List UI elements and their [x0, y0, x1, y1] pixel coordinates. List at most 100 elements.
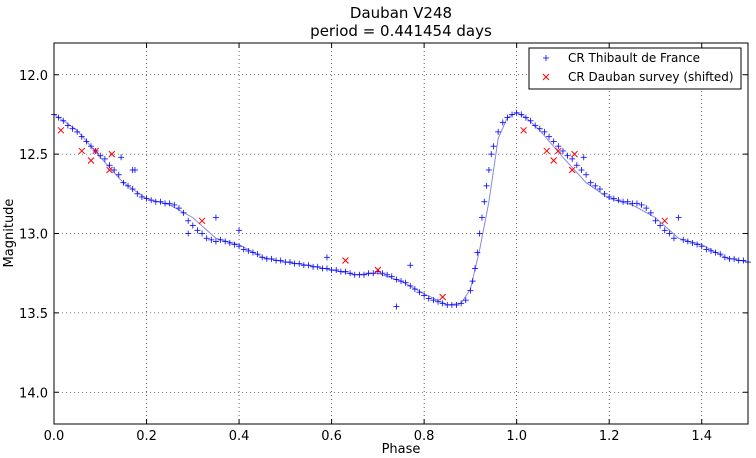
legend: CR Thibault de France CR Dauban survey (… [528, 47, 742, 90]
data-point-thibault [615, 197, 622, 204]
data-point-thibault [407, 282, 414, 289]
data-point-thibault [469, 278, 476, 285]
data-point-thibault [740, 257, 747, 264]
data-point-thibault [305, 262, 312, 269]
data-point-thibault [478, 214, 485, 221]
data-point-thibault [610, 195, 617, 202]
data-point-thibault [573, 162, 580, 169]
data-point-thibault [268, 255, 275, 262]
y-axis-label: Magnitude [2, 199, 17, 268]
legend-box [528, 47, 742, 90]
data-point-thibault [712, 249, 719, 256]
data-point-thibault [559, 147, 566, 154]
data-point-thibault [323, 254, 330, 261]
x-tick-label: 0.0 [44, 429, 65, 444]
data-point-thibault [240, 246, 247, 253]
data-point-thibault [518, 111, 525, 118]
data-point-thibault [203, 235, 210, 242]
data-point-thibault [111, 167, 118, 173]
data-point-thibault [333, 267, 340, 274]
data-point-thibault [509, 111, 516, 118]
data-point-thibault [721, 254, 728, 261]
data-point-thibault [125, 182, 132, 189]
data-point-thibault [388, 273, 395, 280]
data-point-thibault [342, 268, 349, 275]
data-point-thibault [670, 235, 677, 242]
data-point-thibault [555, 143, 562, 150]
points-layer [51, 109, 751, 310]
data-point-thibault [680, 236, 687, 243]
data-point-thibault [624, 198, 631, 205]
data-point-thibault [323, 265, 330, 272]
legend-marker-x [542, 73, 550, 81]
y-tick-label: 13.5 [19, 307, 48, 322]
legend-plus-mark [543, 55, 549, 61]
data-point-thibault [157, 198, 164, 205]
y-tick-label: 12.5 [19, 148, 48, 163]
data-point-thibault [411, 286, 418, 293]
data-point-thibault [129, 186, 136, 193]
data-point-thibault [384, 271, 391, 278]
data-point-thibault [490, 143, 497, 150]
data-point-thibault [643, 205, 650, 212]
data-point-thibault [421, 292, 428, 299]
data-point-thibault [583, 171, 590, 178]
data-point-thibault [106, 162, 113, 169]
fit-curve [53, 112, 749, 306]
data-point-thibault [55, 114, 62, 121]
data-point-thibault [703, 246, 710, 253]
legend-label-dauban: CR Dauban survey (shifted) [568, 70, 734, 84]
data-point-thibault [495, 128, 502, 135]
data-point-thibault [393, 276, 400, 283]
data-point-thibault [536, 125, 543, 132]
data-point-thibault [472, 265, 479, 272]
data-point-thibault [115, 171, 122, 178]
data-point-dauban [520, 126, 527, 134]
data-point-thibault [458, 300, 465, 307]
axis-ticks: 0.0 0.2 0.4 0.6 0.8 1.0 1.2 1.4 12.0 12.5 13.0 13.5… [19, 43, 748, 444]
data-point-thibault [578, 167, 585, 173]
data-point-thibault [707, 247, 714, 254]
data-point-thibault [189, 222, 196, 229]
y-tick-label: 12.0 [19, 69, 48, 84]
data-point-dauban [92, 147, 99, 155]
data-point-thibault [606, 193, 613, 200]
data-point-thibault [175, 205, 182, 212]
data-point-thibault [69, 125, 76, 132]
data-point-thibault [60, 117, 67, 124]
data-point-thibault [166, 200, 173, 207]
data-point-thibault [550, 138, 557, 145]
data-point-thibault [717, 251, 724, 258]
data-point-thibault [180, 209, 187, 216]
x-tick-label: 1.2 [599, 429, 620, 444]
x-tick-label: 1.4 [691, 429, 712, 444]
data-point-thibault [596, 186, 603, 193]
data-point-thibault [453, 301, 460, 308]
data-point-thibault [249, 249, 256, 256]
data-point-thibault [435, 298, 442, 305]
x-tick-label: 0.8 [414, 429, 435, 444]
data-point-thibault [134, 190, 141, 197]
data-point-thibault [601, 190, 608, 197]
data-point-thibault [245, 247, 252, 254]
data-point-thibault [78, 133, 85, 140]
data-point-thibault [185, 217, 192, 224]
fit-curve-layer [53, 112, 749, 306]
data-point-thibault [474, 249, 481, 256]
data-point-thibault [314, 263, 321, 270]
data-point-thibault [657, 222, 664, 229]
data-point-dauban [568, 166, 576, 174]
data-point-thibault [532, 122, 539, 129]
data-point-thibault [527, 117, 534, 124]
data-point-thibault [633, 200, 640, 207]
x-tick-label: 1.0 [506, 429, 527, 444]
data-point-thibault [675, 214, 682, 221]
legend-label-thibault: CR Thibault de France [568, 51, 700, 65]
data-point-dauban [439, 293, 446, 301]
data-point-thibault [638, 201, 645, 208]
data-point-thibault [236, 227, 243, 234]
data-point-thibault [439, 300, 446, 307]
data-point-thibault [694, 241, 701, 248]
data-point-dauban [342, 257, 349, 264]
data-point-thibault [347, 270, 354, 277]
